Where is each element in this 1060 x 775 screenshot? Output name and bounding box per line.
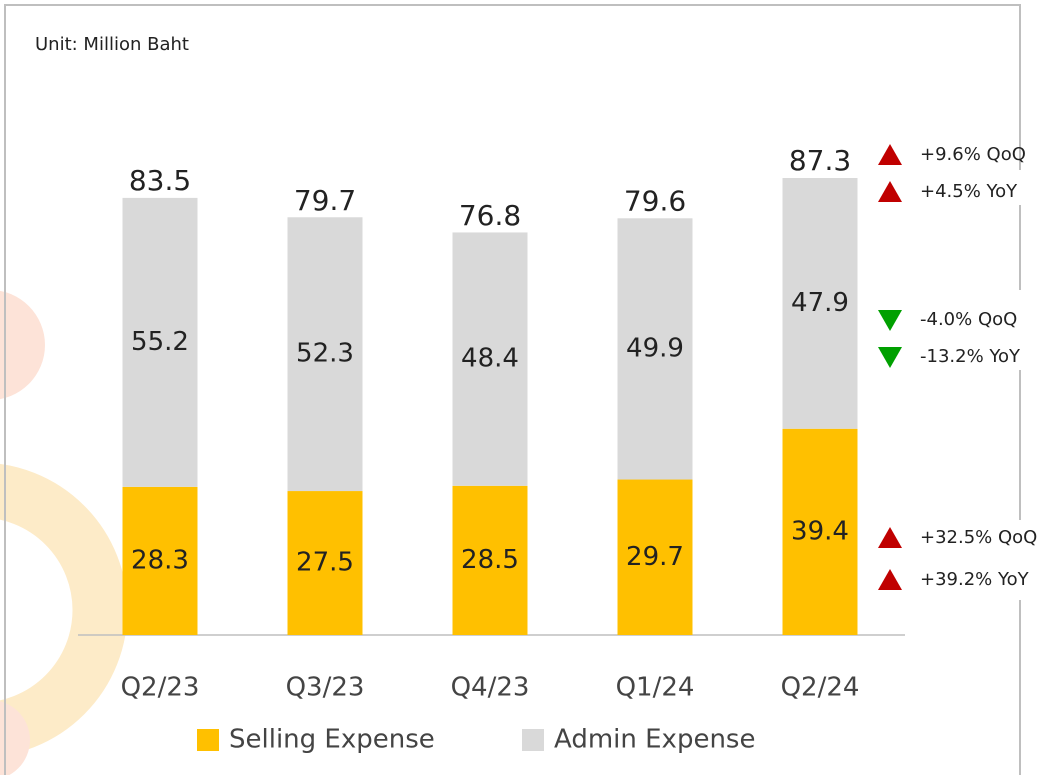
segment-label: 49.9: [626, 333, 684, 363]
change-arrow: [878, 569, 902, 590]
bar-segment: [452, 485, 528, 635]
legend-label: Admin Expense: [554, 725, 755, 755]
change-label: -13.2% YoY: [920, 346, 1021, 367]
bar-segment: [617, 218, 693, 480]
segment-label: 29.7: [626, 542, 684, 572]
x-tick-label: Q3/23: [286, 673, 365, 703]
x-tick-label: Q4/23: [451, 673, 530, 703]
change-arrow: [878, 181, 902, 202]
decoration: [0, 290, 128, 775]
bar-segment: [287, 217, 363, 492]
segment-label: 47.9: [791, 288, 849, 318]
legend-swatch: [522, 729, 544, 751]
bar-segment: [617, 479, 693, 635]
total-label: 87.3: [789, 144, 851, 177]
change-arrow: [878, 310, 902, 331]
segment-label: 28.3: [131, 545, 189, 575]
legend-swatch: [197, 729, 219, 751]
bar-segment: [782, 428, 858, 635]
total-label: 83.5: [129, 164, 191, 197]
change-label: +39.2% YoY: [920, 569, 1030, 590]
segment-label: 39.4: [791, 516, 849, 546]
change-label: +9.6% QoQ: [920, 144, 1026, 165]
change-arrow: [878, 527, 902, 548]
segment-label: 52.3: [296, 339, 354, 369]
segment-label: 28.5: [461, 545, 519, 575]
bar-segment: [452, 232, 528, 486]
frame: [4, 4, 1021, 775]
segment-label: 55.2: [131, 327, 189, 357]
x-tick-label: Q1/24: [616, 673, 695, 703]
change-label: -4.0% QoQ: [920, 309, 1017, 330]
legend-label: Selling Expense: [229, 725, 435, 755]
total-label: 79.7: [294, 184, 356, 217]
bar-segment: [287, 491, 363, 635]
total-label: 76.8: [459, 199, 521, 232]
bar-segment: [782, 178, 858, 429]
change-label: +4.5% YoY: [920, 181, 1018, 202]
change-label: +32.5% QoQ: [920, 527, 1037, 548]
unit-label: Unit: Million Baht: [35, 34, 189, 55]
bar-segment: [122, 197, 198, 487]
segment-label: 48.4: [461, 344, 519, 374]
x-tick-label: Q2/23: [121, 673, 200, 703]
segment-label: 27.5: [296, 548, 354, 578]
x-tick-label: Q2/24: [781, 673, 860, 703]
total-label: 79.6: [624, 184, 686, 217]
bar-segment: [122, 486, 198, 635]
change-arrow: [878, 347, 902, 368]
change-arrow: [878, 144, 902, 165]
